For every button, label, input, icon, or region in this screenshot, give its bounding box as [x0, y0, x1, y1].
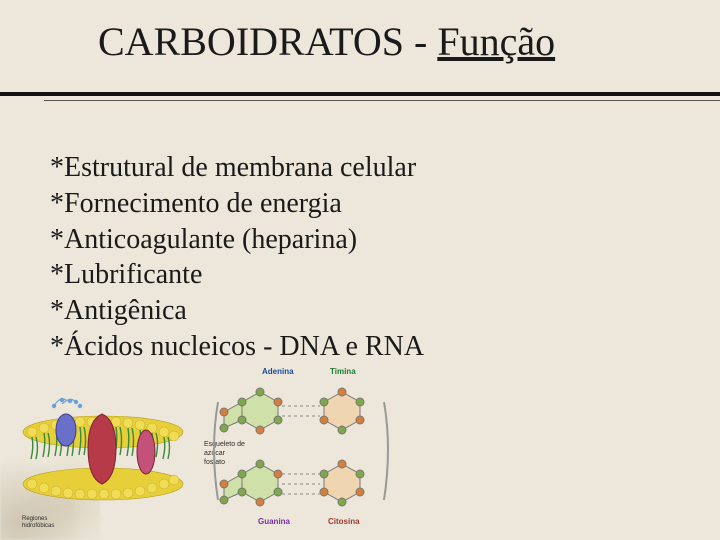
- bullet-list: *Estrutural de membrana celular *Forneci…: [50, 150, 424, 365]
- nucleotide-figure: Adenina Timina: [202, 362, 402, 532]
- membrane-figure: Regiones hidrofóbicas: [18, 392, 188, 532]
- label-adenina: Adenina: [262, 367, 294, 376]
- svg-text:Regiones: Regiones: [22, 516, 47, 522]
- list-item: *Ácidos nucleicos - DNA e RNA: [50, 329, 424, 365]
- list-item: *Antigênica: [50, 293, 424, 329]
- label-citosina: Citosina: [328, 517, 360, 526]
- label-timina: Timina: [330, 367, 356, 376]
- label-guanina: Guanina: [258, 517, 291, 526]
- svg-text:Esqueleto de: Esqueleto de: [204, 441, 245, 448]
- list-item: *Anticoagulante (heparina): [50, 222, 424, 258]
- figures-row: Regiones hidrofóbicas Adenina Timina: [18, 362, 402, 532]
- svg-text:hidrofóbicas: hidrofóbicas: [22, 523, 54, 529]
- list-item: *Fornecimento de energia: [50, 186, 424, 222]
- title-emphasis: Função: [437, 19, 555, 64]
- title-rule: [0, 92, 720, 101]
- rule-thick: [0, 92, 720, 96]
- slide-title: CARBOIDRATOS - Função: [98, 18, 555, 65]
- title-prefix: CARBOIDRATOS -: [98, 19, 437, 64]
- list-item: *Lubrificante: [50, 257, 424, 293]
- rule-thin: [44, 100, 720, 101]
- list-item: *Estrutural de membrana celular: [50, 150, 424, 186]
